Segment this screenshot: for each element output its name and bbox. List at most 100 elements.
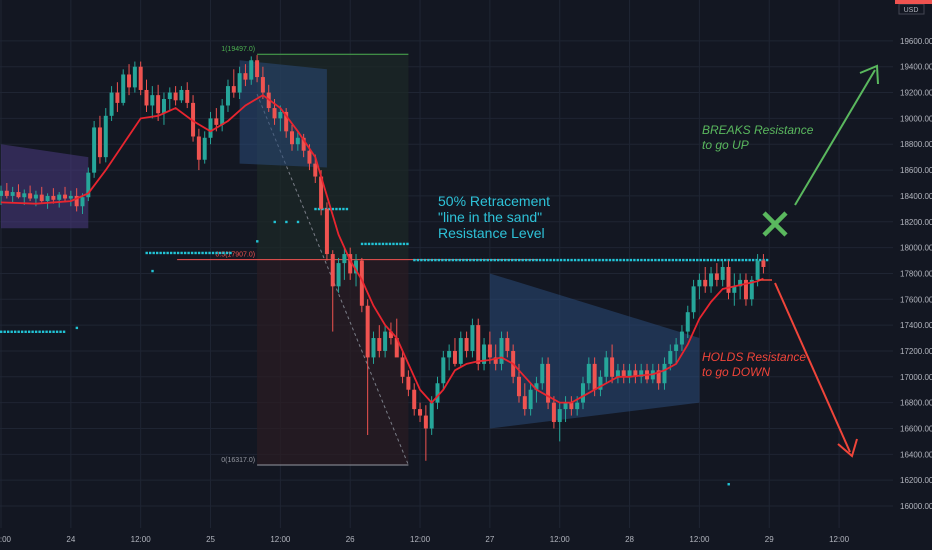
- candle-body: [732, 286, 737, 293]
- level-dot: [493, 258, 496, 262]
- time-tick-label: 12:00: [829, 535, 850, 544]
- candle-body: [45, 195, 50, 202]
- time-axis: 12:00 24 12:00 25 12:00 26 12:00 27 12:00 28 12:00…: [0, 528, 932, 550]
- level-dot: [692, 258, 695, 262]
- level-dot: [314, 207, 317, 211]
- holds-line-2: to go DOWN: [702, 365, 771, 379]
- level-dot: [444, 258, 448, 262]
- price-tick-label: 17600.00: [900, 295, 932, 304]
- envelope-band: [489, 273, 700, 429]
- candle-body: [260, 77, 265, 93]
- level-dot: [755, 258, 758, 262]
- candle-body: [522, 396, 527, 410]
- level-dot: [696, 258, 699, 262]
- level-dot: [720, 258, 723, 262]
- candle-body: [709, 273, 714, 287]
- level-dot: [650, 258, 654, 262]
- candle-body: [196, 136, 201, 160]
- candle-body: [435, 383, 440, 403]
- retracement-line-2: "line in the sand": [438, 209, 543, 225]
- level-dot: [55, 330, 59, 333]
- candle-body: [656, 370, 661, 384]
- level-dot: [173, 251, 176, 255]
- level-dot: [636, 258, 640, 262]
- candle-body: [295, 137, 300, 145]
- level-dot: [552, 258, 556, 262]
- candle-body: [447, 350, 452, 358]
- level-dot: [20, 330, 24, 333]
- level-dot: [345, 207, 349, 211]
- retracement-line-1: 50% Retracement: [438, 193, 551, 209]
- level-dot: [395, 242, 399, 246]
- candle-body: [39, 194, 44, 202]
- time-tick-label: 25: [206, 535, 215, 544]
- level-dot: [201, 251, 204, 255]
- candle-body: [668, 350, 673, 364]
- level-dot: [689, 258, 692, 262]
- candle-body: [493, 357, 498, 364]
- candle-body: [191, 102, 196, 137]
- candle-body: [487, 344, 492, 358]
- price-tick-label: 19200.00: [900, 89, 932, 98]
- candle-body: [185, 89, 190, 103]
- level-dot: [668, 258, 671, 262]
- envelope-band: [1, 144, 89, 229]
- candle-body: [173, 92, 178, 101]
- level-dot: [338, 207, 342, 211]
- level-dot: [577, 258, 580, 262]
- candle-body: [377, 338, 382, 351]
- time-tick-label: 29: [765, 535, 774, 544]
- level-dot: [570, 258, 573, 262]
- single-dot: [256, 240, 259, 243]
- level-dot: [6, 330, 10, 333]
- level-dot: [531, 258, 535, 262]
- candle-body: [97, 127, 102, 158]
- level-dot: [580, 258, 584, 262]
- level-dot: [514, 258, 517, 262]
- single-dot: [296, 220, 300, 224]
- level-dot: [657, 258, 661, 262]
- level-dot: [507, 258, 510, 262]
- level-dot: [317, 207, 321, 211]
- candle-body: [458, 338, 463, 364]
- candle-body: [290, 131, 294, 145]
- breaks-arrow-head: [859, 64, 879, 85]
- candle-body: [243, 73, 248, 80]
- level-dot: [587, 258, 591, 262]
- level-dot: [455, 258, 458, 262]
- level-dot: [605, 258, 608, 262]
- candle-body: [674, 344, 679, 351]
- candle-body: [86, 172, 91, 198]
- level-dot: [427, 258, 430, 262]
- level-dot: [765, 258, 769, 262]
- level-dot: [521, 258, 524, 262]
- level-dot: [724, 258, 727, 262]
- price-tick-label: 16800.00: [900, 399, 932, 408]
- level-dot: [664, 258, 668, 262]
- level-dot: [406, 242, 409, 246]
- candle-body: [546, 363, 551, 403]
- candle-body: [348, 254, 353, 274]
- candle-body: [482, 344, 487, 364]
- level-dot: [145, 251, 148, 255]
- candle-body: [214, 118, 219, 125]
- level-dot: [734, 258, 737, 262]
- level-dot: [402, 242, 406, 246]
- candle-body: [470, 325, 475, 351]
- level-dot: [180, 251, 183, 255]
- candle-body: [51, 195, 56, 200]
- level-dot: [17, 330, 20, 333]
- candle-body: [16, 192, 21, 198]
- level-dot: [367, 242, 371, 246]
- level-dot: [549, 258, 552, 262]
- level-dot: [584, 258, 587, 262]
- level-dot: [661, 258, 664, 262]
- level-dot: [476, 258, 479, 262]
- fib-label-bottom: 0(16317.0): [221, 457, 255, 464]
- price-tick-label: 18200.00: [900, 218, 932, 227]
- time-tick-label: 12:00: [689, 535, 710, 544]
- level-dot: [229, 251, 232, 255]
- level-dot: [710, 258, 713, 262]
- level-dot: [458, 258, 462, 262]
